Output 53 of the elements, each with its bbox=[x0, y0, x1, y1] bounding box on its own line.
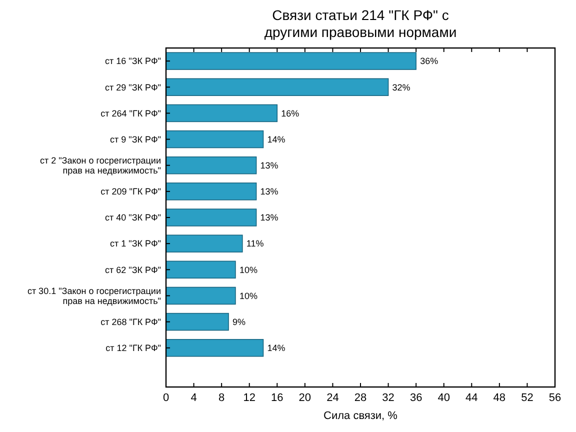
bar bbox=[166, 260, 236, 279]
y-tick-label: ст 40 "ЗК РФ" bbox=[105, 212, 161, 223]
y-tick-label: ст 29 "ЗК РФ" bbox=[105, 82, 161, 92]
data-label: 13% bbox=[260, 160, 278, 170]
y-tick-label: ст 9 "ЗК РФ" bbox=[110, 134, 161, 144]
y-tick-label: ст 16 "ЗК РФ" bbox=[105, 56, 161, 66]
data-label: 16% bbox=[281, 108, 300, 118]
bar bbox=[166, 234, 243, 252]
bar bbox=[166, 312, 229, 331]
x-tick-label: 32 bbox=[382, 392, 394, 404]
bar bbox=[166, 78, 389, 96]
data-label: 9% bbox=[232, 316, 246, 327]
x-tick-label: 52 bbox=[521, 392, 534, 404]
y-tick-label: ст 62 "ЗК РФ" bbox=[105, 264, 161, 275]
x-tick-label: 8 bbox=[218, 392, 225, 404]
data-label: 14% bbox=[267, 343, 286, 354]
x-tick-label: 36 bbox=[410, 392, 422, 404]
x-tick-label: 44 bbox=[466, 392, 478, 404]
bar bbox=[166, 208, 257, 226]
x-tick-label: 24 bbox=[326, 392, 339, 404]
data-label: 14% bbox=[267, 134, 286, 144]
x-tick-label: 20 bbox=[298, 392, 312, 404]
bar bbox=[166, 286, 236, 305]
bar bbox=[166, 182, 257, 200]
x-axis-title: Сила связи, % bbox=[324, 410, 398, 422]
data-label: 36% bbox=[420, 56, 438, 66]
bar bbox=[166, 104, 278, 122]
x-tick-label: 48 bbox=[493, 392, 506, 404]
chart-title: Связи статьи 214 "ГК РФ" с другими правовыми нормами bbox=[264, 7, 457, 40]
data-label: 11% bbox=[246, 238, 264, 249]
bar bbox=[166, 130, 264, 148]
bar bbox=[166, 156, 257, 174]
data-label: 13% bbox=[260, 212, 278, 223]
y-tick-label: ст 1 "ЗК РФ" bbox=[110, 238, 161, 249]
x-tick-label: 40 bbox=[438, 392, 450, 404]
bar bbox=[166, 52, 416, 70]
y-tick-label: ст 12 "ГК РФ" bbox=[106, 343, 161, 354]
data-label: 32% bbox=[392, 82, 410, 92]
data-label: 10% bbox=[239, 264, 258, 275]
data-label: 10% bbox=[239, 290, 258, 301]
bar bbox=[166, 339, 264, 357]
x-tick-label: 56 bbox=[548, 392, 562, 404]
x-tick-label: 4 bbox=[190, 392, 197, 404]
y-tick-label: ст 268 "ГК РФ" bbox=[100, 316, 161, 327]
x-tick-label: 28 bbox=[354, 392, 367, 404]
y-tick-label: ст 2 "Закон о госрегистрации прав на недвижимость" bbox=[40, 156, 161, 176]
x-tick-label: 12 bbox=[243, 392, 256, 404]
y-tick-label: ст 30.1 "Закон о госрегистрации прав на недвижимость" bbox=[27, 286, 161, 306]
y-tick-label: ст 264 "ГК РФ" bbox=[100, 108, 161, 118]
data-label: 13% bbox=[260, 186, 278, 197]
x-tick-label: 16 bbox=[271, 392, 284, 404]
x-tick-label: 0 bbox=[162, 392, 170, 404]
y-tick-label: ст 209 "ГК РФ" bbox=[100, 186, 161, 197]
